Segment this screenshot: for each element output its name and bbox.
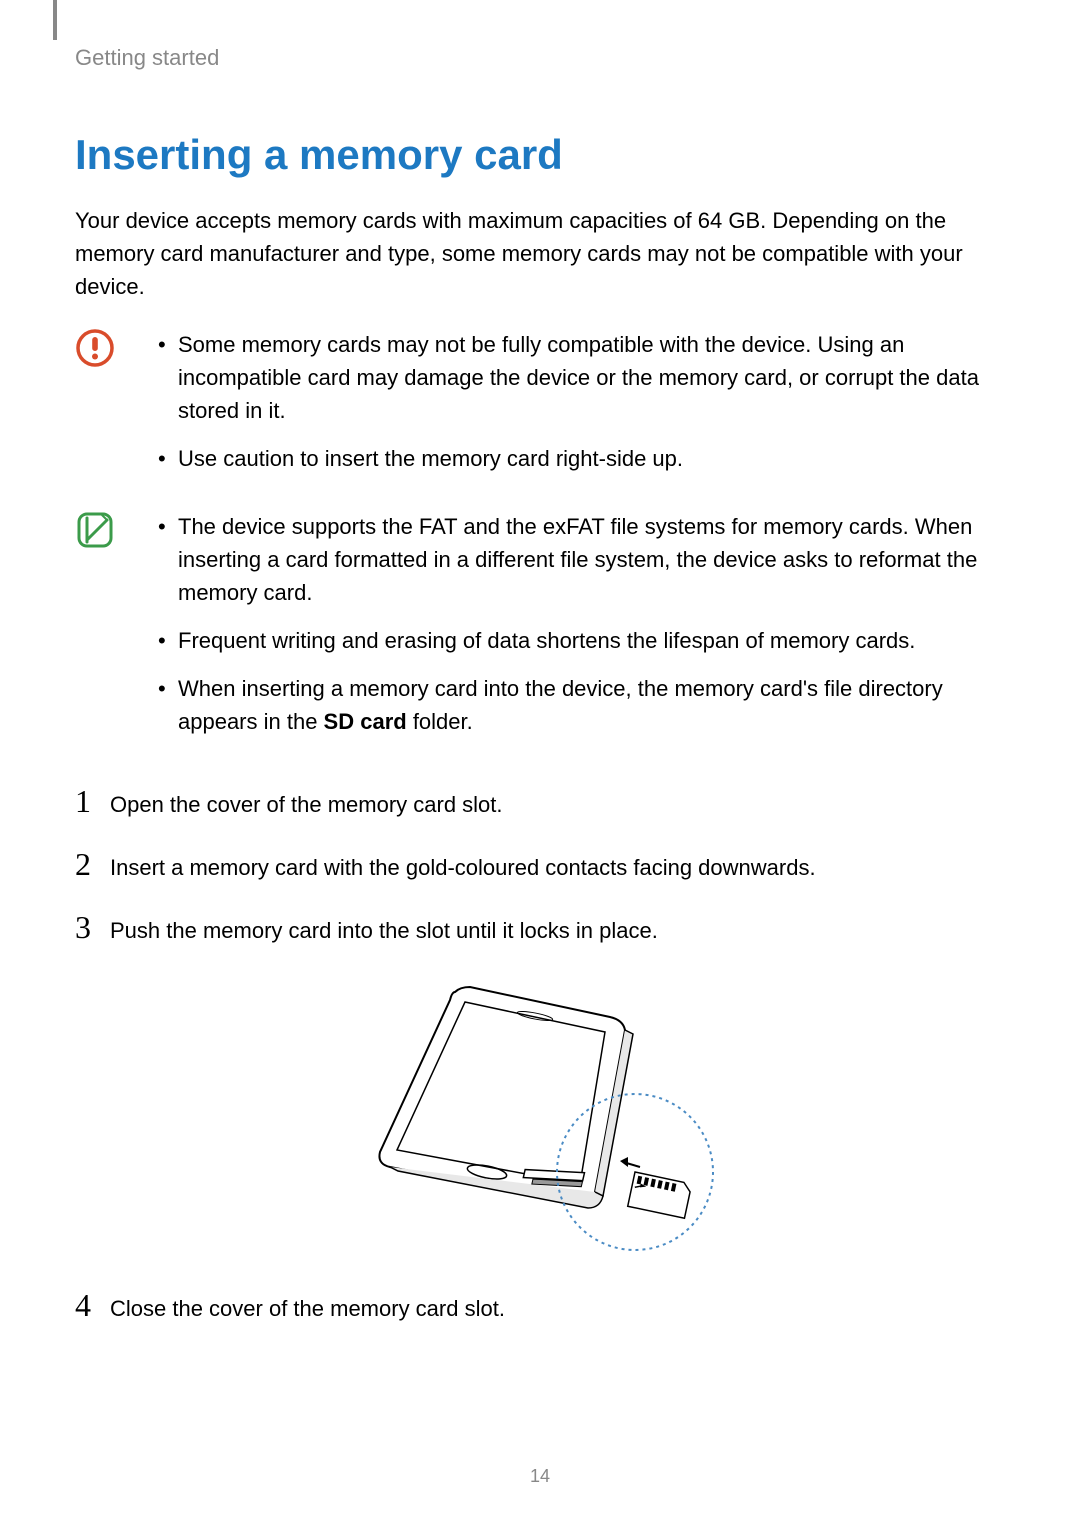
step-number: 3: [75, 909, 110, 946]
note-item: Frequent writing and erasing of data sho…: [150, 624, 1005, 657]
step: 3 Push the memory card into the slot unt…: [75, 909, 1005, 947]
step-number: 1: [75, 783, 110, 820]
step: 2 Insert a memory card with the gold-col…: [75, 846, 1005, 884]
warning-icon: [75, 328, 120, 373]
step-number: 4: [75, 1287, 110, 1324]
warning-content: Some memory cards may not be fully compa…: [150, 328, 1005, 490]
note-icon: [75, 510, 120, 555]
manual-page: Getting started Inserting a memory card …: [0, 0, 1080, 1527]
step-text: Open the cover of the memory card slot.: [110, 784, 503, 821]
step: 4 Close the cover of the memory card slo…: [75, 1287, 1005, 1325]
step-number: 2: [75, 846, 110, 883]
page-number: 14: [530, 1466, 550, 1487]
bold-term: SD card: [324, 709, 407, 734]
note-callout: The device supports the FAT and the exFA…: [75, 510, 1005, 753]
page-heading: Inserting a memory card: [75, 131, 1005, 179]
warning-item: Use caution to insert the memory card ri…: [150, 442, 1005, 475]
warning-item: Some memory cards may not be fully compa…: [150, 328, 1005, 427]
step: 1 Open the cover of the memory card slot…: [75, 783, 1005, 821]
step-text: Close the cover of the memory card slot.: [110, 1288, 505, 1325]
step-text: Push the memory card into the slot until…: [110, 910, 658, 947]
header-tab-mark: [53, 0, 57, 40]
sd-card: [628, 1172, 692, 1218]
note-item: When inserting a memory card into the de…: [150, 672, 1005, 738]
note-item: The device supports the FAT and the exFA…: [150, 510, 1005, 609]
note-content: The device supports the FAT and the exFA…: [150, 510, 1005, 753]
note-item-suffix: folder.: [407, 709, 473, 734]
steps-list: 1 Open the cover of the memory card slot…: [75, 783, 1005, 1325]
memory-card-slot: [523, 1170, 584, 1187]
insert-arrow: [620, 1157, 640, 1167]
step-text: Insert a memory card with the gold-colou…: [110, 847, 816, 884]
breadcrumb: Getting started: [75, 45, 1005, 71]
note-item-text: When inserting a memory card into the de…: [178, 676, 943, 734]
warning-callout: Some memory cards may not be fully compa…: [75, 328, 1005, 490]
device-illustration: [75, 972, 1005, 1257]
phone-body: [379, 987, 633, 1208]
intro-paragraph: Your device accepts memory cards with ma…: [75, 204, 1005, 303]
